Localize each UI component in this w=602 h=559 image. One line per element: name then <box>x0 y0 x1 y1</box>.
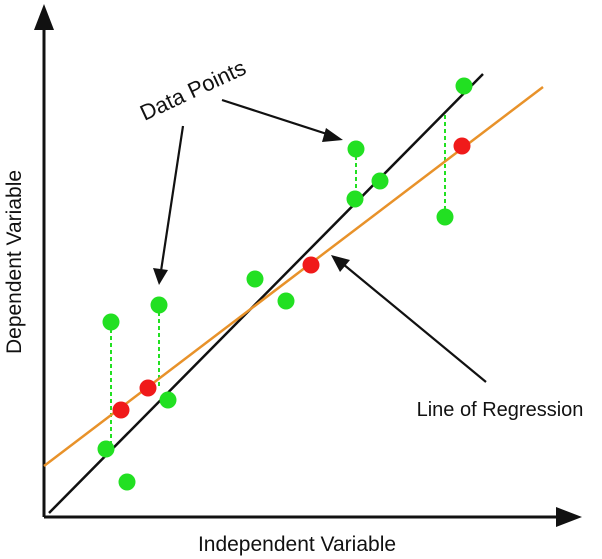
data-point <box>455 77 473 95</box>
callout-arrowhead-icon <box>331 255 350 272</box>
y-axis-arrowhead-icon <box>34 4 54 30</box>
callout-arrowhead-icon <box>153 268 168 285</box>
predicted-point <box>453 137 471 155</box>
predicted-point <box>139 379 157 397</box>
callout-arrowhead-icon <box>322 128 343 142</box>
data-point <box>150 296 168 314</box>
data-point <box>347 140 365 158</box>
data-point <box>246 270 264 288</box>
data-point <box>102 313 120 331</box>
data-point <box>159 391 177 409</box>
data-point <box>436 208 454 226</box>
regression-label: Line of Regression <box>417 399 584 421</box>
data-point <box>97 440 115 458</box>
observed-points <box>97 77 473 491</box>
data-point <box>118 473 136 491</box>
reference-line <box>48 73 484 514</box>
x-axis-arrowhead-icon <box>556 507 582 527</box>
data-point <box>346 190 364 208</box>
callout-arrow-to-regression-line <box>342 263 487 383</box>
x-axis-label: Independent Variable <box>198 533 396 556</box>
y-axis-label: Dependent Variable <box>3 170 26 354</box>
regression-callout <box>331 255 487 383</box>
predicted-point <box>112 401 130 419</box>
data-point <box>371 172 389 190</box>
predicted-points <box>112 137 471 419</box>
data-points-callout <box>153 98 343 285</box>
predicted-point <box>302 256 320 274</box>
data-point <box>277 292 295 310</box>
callout-arrow-to-lower-point <box>159 125 185 272</box>
data-points-label: Data Points <box>136 55 250 126</box>
callout-arrow-to-upper-point <box>221 98 331 137</box>
